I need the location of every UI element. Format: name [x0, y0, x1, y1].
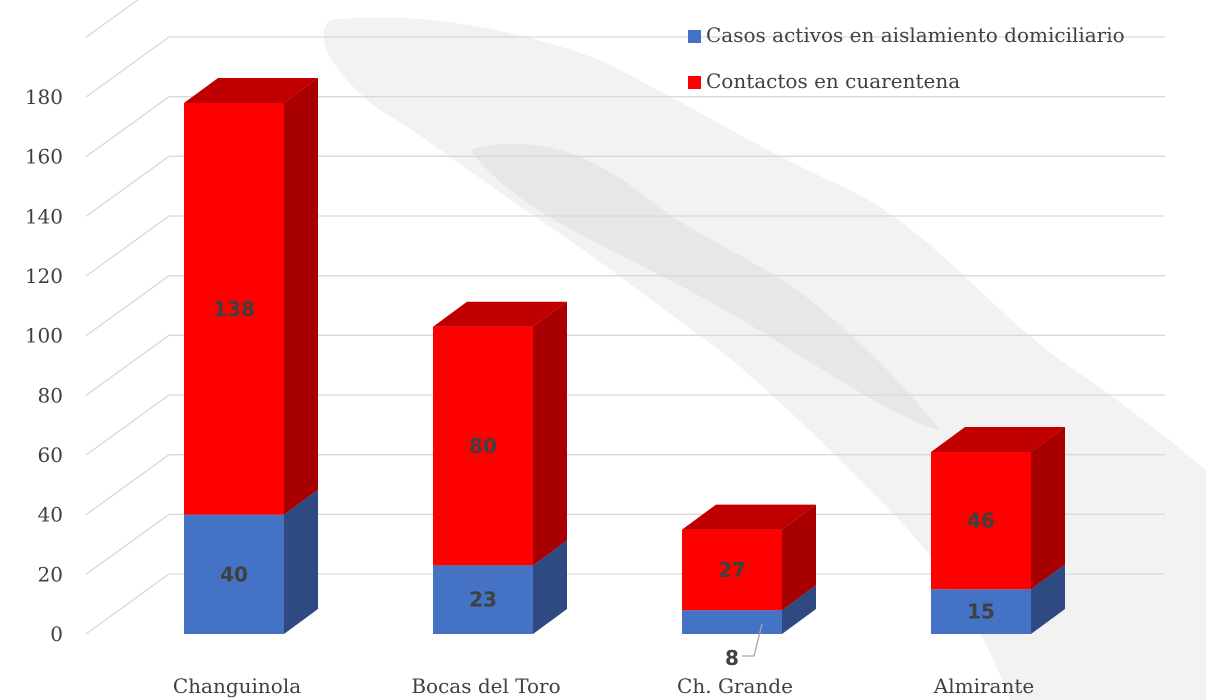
data-label-casos-activos: 15: [967, 600, 995, 624]
y-tick-label: 0: [50, 622, 63, 646]
gridline-diagonal: [85, 454, 170, 516]
bar-top: [682, 504, 816, 530]
bar-segment-casos-activos: [931, 589, 1031, 634]
y-axis-tick-labels: 0 20 40 60 80 100 120 140 160 180: [25, 85, 63, 646]
gridline-diagonal: [85, 155, 170, 217]
gridline-diagonal: [85, 573, 170, 635]
gridline-diagonal: [85, 513, 170, 575]
bars: [184, 77, 1065, 634]
data-label-casos-activos: 8: [725, 646, 739, 670]
bar-side-contactos: [1031, 427, 1065, 590]
gridline-diagonal: [85, 275, 170, 337]
legend-label-contactos: Contactos en cuarentena: [706, 69, 960, 93]
map-watermark-detail: [470, 143, 940, 430]
data-label-contactos: 46: [967, 509, 995, 533]
bar-side-contactos: [782, 504, 816, 611]
bar-segment-casos-activos: [184, 514, 284, 634]
y-tick-label: 80: [38, 383, 63, 407]
y-tick-label: 100: [25, 324, 63, 348]
bar-segment-contactos: [931, 452, 1031, 590]
y-tick-label: 180: [25, 85, 63, 109]
y-tick-label: 60: [38, 443, 63, 467]
x-category-label: Ch. Grande: [677, 674, 793, 698]
bar-segment-contactos: [433, 326, 533, 566]
x-axis-category-labels: Changuinola Bocas del Toro Ch. Grande Almir…: [173, 674, 1034, 698]
data-label-casos-activos: 23: [469, 588, 497, 612]
y-tick-label: 20: [38, 562, 63, 586]
bar-top: [931, 427, 1065, 453]
bar-side-contactos: [284, 77, 318, 515]
gridline-diagonal: [85, 215, 170, 277]
gridline-diagonal: [85, 36, 170, 98]
data-label-contactos: 138: [213, 297, 255, 321]
legend-swatch-casos-activos: [688, 30, 701, 43]
legend-swatch-contactos: [688, 76, 701, 89]
y-tick-label: 40: [38, 503, 63, 527]
data-label-leader-line: [742, 623, 763, 657]
gridlines: [85, 0, 1165, 635]
x-category-label: Bocas del Toro: [411, 674, 560, 698]
legend-label-casos-activos: Casos activos en aislamiento domiciliari…: [706, 23, 1125, 47]
bar-side-casos-activos: [1031, 564, 1065, 634]
gridline-diagonal: [85, 394, 170, 456]
bar-segment-casos-activos: [433, 565, 533, 634]
y-tick-label: 140: [25, 204, 63, 228]
data-label-contactos: 27: [718, 558, 746, 582]
bar-top: [433, 301, 567, 327]
data-label-casos-activos: 40: [220, 562, 248, 586]
y-tick-label: 120: [25, 264, 63, 288]
bar-top: [184, 77, 318, 103]
gridline-diagonal: [85, 334, 170, 396]
data-label-contactos: 80: [469, 434, 497, 458]
x-category-label: Changuinola: [173, 674, 301, 698]
x-category-label: Almirante: [933, 674, 1034, 698]
gridline-diagonal: [85, 0, 139, 38]
bar-segment-casos-activos: [682, 610, 782, 634]
bar-side-casos-activos: [782, 585, 816, 634]
legend: Casos activos en aislamiento domiciliari…: [688, 23, 1125, 93]
data-labels: 138 40 80 23 27 8 46 15: [213, 297, 995, 670]
y-tick-label: 160: [25, 145, 63, 169]
bar-segment-contactos: [184, 102, 284, 515]
bar-side-contactos: [533, 301, 567, 566]
bar-side-casos-activos: [284, 489, 318, 634]
bar-segment-contactos: [682, 529, 782, 611]
bar-side-casos-activos: [533, 540, 567, 634]
gridline-diagonal: [85, 96, 170, 158]
